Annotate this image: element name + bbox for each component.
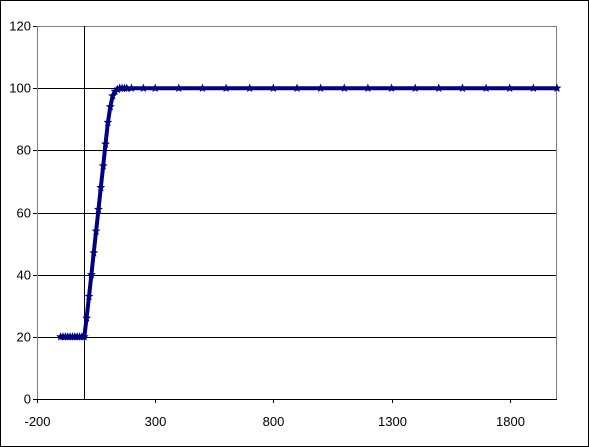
series-line — [60, 86, 557, 339]
y-tick-label: 80 — [17, 143, 31, 158]
x-tick-label: -200 — [24, 414, 50, 429]
data-point-marker — [84, 291, 94, 301]
data-point-marker — [89, 248, 99, 257]
data-point-marker — [245, 83, 255, 92]
y-tick-label: 60 — [17, 206, 31, 221]
data-point-marker — [98, 161, 108, 170]
y-tick-label: 20 — [17, 330, 31, 345]
x-axis-tick-labels: -200 300 800 1300 1800 — [24, 414, 524, 429]
data-point-marker — [105, 102, 115, 111]
data-point-marker — [96, 182, 106, 192]
data-point-marker — [221, 83, 231, 92]
data-series — [56, 83, 562, 341]
data-point-marker — [197, 83, 207, 92]
axes — [33, 26, 557, 403]
data-point-marker — [174, 83, 184, 92]
data-point-marker — [410, 83, 420, 92]
data-point-marker — [127, 83, 137, 92]
y-tick-label: 100 — [9, 81, 31, 96]
data-point-marker — [101, 139, 111, 148]
y-tick-label: 40 — [17, 268, 31, 283]
x-tick-label: 1300 — [378, 414, 407, 429]
data-point-marker — [434, 83, 444, 92]
data-point-marker — [79, 332, 89, 341]
data-point-marker — [339, 83, 349, 92]
data-point-marker — [457, 83, 467, 92]
data-point-marker — [363, 83, 373, 92]
gridlines — [37, 26, 557, 338]
data-point-marker — [528, 83, 538, 92]
data-point-marker — [93, 204, 103, 214]
x-tick-label: 300 — [145, 414, 167, 429]
data-point-marker — [82, 313, 92, 322]
data-point-marker — [150, 83, 160, 92]
data-point-marker — [103, 117, 113, 127]
data-point-marker — [552, 83, 562, 92]
data-point-marker — [268, 83, 278, 92]
y-tick-label: 120 — [9, 19, 31, 34]
data-point-marker — [86, 270, 96, 279]
data-point-marker — [108, 91, 118, 100]
data-point-marker — [505, 83, 515, 92]
data-point-marker — [481, 83, 491, 92]
data-point-marker — [387, 83, 397, 92]
data-point-marker — [91, 226, 101, 235]
data-point-marker — [316, 83, 326, 92]
x-tick-label: 1800 — [496, 414, 525, 429]
data-point-marker — [292, 83, 302, 92]
y-tick-label: 0 — [24, 392, 31, 407]
y-axis-tick-labels: 0 20 40 60 80 100 120 — [9, 19, 31, 407]
x-tick-label: 800 — [263, 414, 285, 429]
data-point-marker — [138, 83, 148, 92]
